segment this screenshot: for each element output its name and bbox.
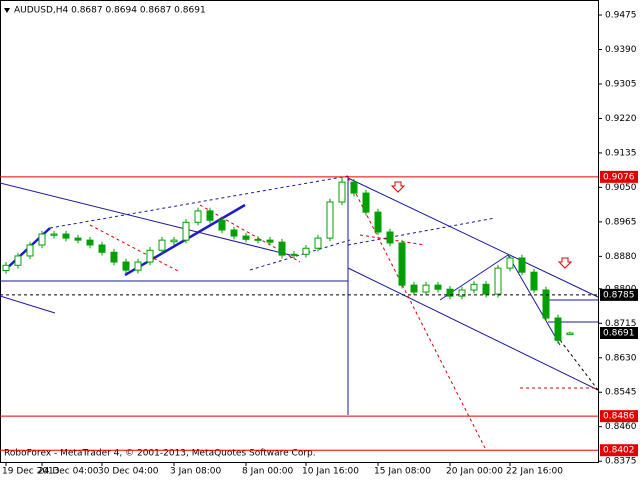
candle-body bbox=[542, 289, 550, 319]
annotations bbox=[0, 175, 599, 449]
level-label: 0.8402 bbox=[603, 446, 635, 456]
candle-body bbox=[266, 239, 274, 243]
candle-body bbox=[122, 261, 130, 271]
x-tick-label: 15 Jan 08:00 bbox=[374, 467, 431, 477]
y-tick-label: 0.8880 bbox=[605, 252, 637, 262]
candle-body bbox=[386, 231, 394, 244]
level-box bbox=[600, 170, 638, 183]
candle-body bbox=[434, 284, 442, 290]
candle-body bbox=[350, 181, 358, 194]
candle-body bbox=[146, 249, 154, 263]
candle-body bbox=[458, 289, 466, 297]
candle-body bbox=[38, 233, 46, 246]
x-tick-label: 10 Jan 16:00 bbox=[302, 467, 359, 477]
candle-body bbox=[182, 221, 190, 241]
candle-body bbox=[218, 219, 226, 231]
candle-body bbox=[470, 283, 478, 291]
candle-body bbox=[398, 242, 406, 286]
candle-body bbox=[110, 251, 118, 263]
candle-body bbox=[170, 239, 178, 243]
y-tick-label: 0.8630 bbox=[605, 353, 637, 363]
candle-body bbox=[554, 317, 562, 341]
candle-body bbox=[14, 255, 22, 266]
y-tick-label: 0.8545 bbox=[605, 388, 637, 398]
level-label: 0.8785 bbox=[603, 290, 635, 300]
x-tick-label: 19 Dec 2013 bbox=[2, 467, 60, 477]
x-tick-label: 30 Dec 04:00 bbox=[98, 467, 159, 477]
level-label: 0.9076 bbox=[603, 172, 635, 182]
candle-body bbox=[26, 244, 34, 257]
level-box bbox=[600, 444, 638, 457]
candle-body bbox=[518, 257, 526, 273]
x-tick-label: 3 Jan 08:00 bbox=[170, 467, 222, 477]
level-box bbox=[600, 288, 638, 301]
y-tick-label: 0.9135 bbox=[605, 148, 637, 158]
y-tick-label: 0.8715 bbox=[605, 319, 637, 329]
chart-title: AUDUSD,H4 0.8687 0.8694 0.8687 0.8691 bbox=[14, 6, 206, 16]
level-label: 0.8486 bbox=[603, 412, 635, 422]
candle-body bbox=[158, 239, 166, 251]
x-tick-label: 20 Jan 00:00 bbox=[446, 467, 503, 477]
candle-body bbox=[278, 241, 286, 256]
candle-body bbox=[2, 264, 10, 272]
candle-body bbox=[50, 233, 58, 236]
candle-body bbox=[242, 235, 250, 240]
candle-body bbox=[338, 181, 346, 203]
candle-body bbox=[314, 237, 322, 249]
candle-body bbox=[290, 253, 298, 256]
footer: RoboForex - MetaTrader 4, © 2001-2013, M… bbox=[4, 449, 316, 459]
candle-body bbox=[254, 238, 262, 241]
level-box bbox=[600, 410, 638, 423]
candle-body bbox=[206, 210, 214, 221]
x-tick-label: 8 Jan 00:00 bbox=[242, 467, 294, 477]
candle-body bbox=[62, 233, 70, 239]
candle-body bbox=[506, 257, 514, 269]
candle-body bbox=[74, 237, 82, 241]
y-tick-label: 0.9475 bbox=[605, 11, 637, 21]
plot-frame bbox=[0, 0, 599, 463]
candle-body bbox=[410, 284, 418, 293]
candle-body bbox=[194, 210, 202, 223]
x-tick-label: 24 Dec 04:00 bbox=[38, 467, 99, 477]
candle-body bbox=[98, 244, 106, 253]
candle-body bbox=[134, 261, 142, 271]
y-tick-label: 0.9050 bbox=[605, 183, 637, 193]
y-tick-label: 0.9220 bbox=[605, 114, 637, 124]
candle-body bbox=[422, 284, 430, 293]
candle-body bbox=[446, 288, 454, 297]
candle-body bbox=[494, 267, 502, 295]
candle-body bbox=[482, 283, 490, 295]
candle-body bbox=[326, 201, 334, 239]
level-label: 0.8691 bbox=[603, 329, 635, 339]
candle-body bbox=[530, 271, 538, 291]
y-tick-label: 0.9390 bbox=[605, 45, 637, 55]
candle-body bbox=[86, 239, 94, 246]
candle-body bbox=[566, 332, 574, 336]
candle-body bbox=[230, 229, 238, 237]
candle-body bbox=[362, 192, 370, 213]
candle-body bbox=[374, 211, 382, 233]
y-tick-label: 0.8460 bbox=[605, 422, 637, 432]
title-marker bbox=[4, 8, 10, 13]
level-box bbox=[600, 327, 638, 340]
candle-body bbox=[302, 247, 310, 255]
x-tick-label: 22 Jan 16:00 bbox=[506, 467, 563, 477]
y-tick-label: 0.8965 bbox=[605, 217, 637, 227]
y-tick-label: 0.9305 bbox=[605, 79, 637, 89]
y-tick-label: 0.8375 bbox=[605, 457, 637, 467]
